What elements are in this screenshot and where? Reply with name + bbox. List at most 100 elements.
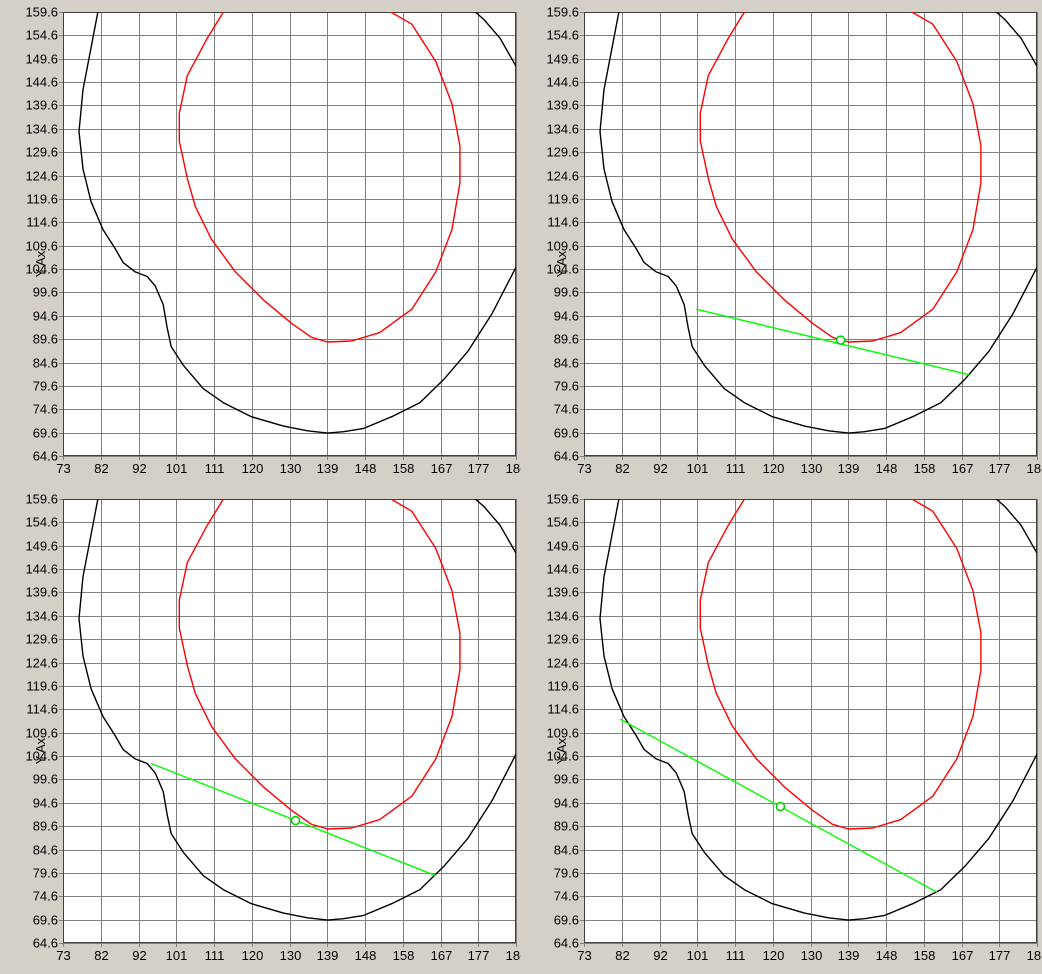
x-tick-label: 130: [280, 461, 302, 476]
y-tick-label: 134.6: [25, 609, 58, 624]
y-axis-label: Y Ax: [33, 737, 48, 764]
y-tick-label: 114.6: [547, 702, 579, 717]
y-tick-label: 69.6: [554, 426, 579, 441]
y-tick-label: 89.6: [554, 332, 579, 347]
x-tick-label: 158: [914, 948, 936, 963]
outer-right-series-line: [995, 12, 1037, 67]
x-tick-label: 139: [317, 948, 339, 963]
tangent-point-marker: [775, 801, 786, 812]
x-tick-label: 177: [989, 948, 1011, 963]
y-tick-label: 129.6: [25, 632, 58, 647]
x-tick-label: 82: [615, 948, 629, 963]
x-tick-label: 101: [166, 461, 188, 476]
y-tick-label: 134.6: [546, 609, 579, 624]
series-group: [599, 499, 1037, 921]
x-tick-label: 186: [1027, 948, 1042, 963]
y-tick-label: 124.6: [546, 656, 579, 671]
y-tick-label: 104.6: [25, 262, 58, 277]
chart-svg: 73 82 92 101 111 120 130 139 148 158 167 177 186 159.…: [546, 5, 1042, 477]
x-tick-label: 167: [952, 948, 974, 963]
y-tick-label: 94.6: [554, 796, 579, 811]
y-tick-label: 99.6: [554, 285, 579, 300]
y-tick-label: 79.6: [554, 866, 579, 881]
chart-svg: 73 82 92 101 111 120 130 139 148 158 167 177 186 159.…: [25, 492, 521, 964]
y-tick-label: 119.6: [547, 679, 579, 694]
x-tick-label: 158: [914, 461, 936, 476]
y-tick-label: 124.6: [25, 169, 58, 184]
chart-svg: 73 82 92 101 111 120 130 139 148 158 167 177 186 159.…: [546, 492, 1042, 964]
tangent-series-line: [696, 308, 969, 376]
x-tick-label: 120: [763, 461, 785, 476]
y-tick-label: 129.6: [25, 145, 58, 160]
y-tick-label: 94.6: [33, 309, 58, 324]
y-axis-label: Y Ax: [554, 250, 569, 277]
y-tick-label: 99.6: [33, 772, 58, 787]
y-tick-label: 159.6: [25, 492, 58, 507]
y-tick-label: 159.6: [546, 5, 579, 20]
x-tick-label: 92: [653, 461, 667, 476]
x-tick-label: 186: [506, 461, 521, 476]
y-tick-label: 84.6: [33, 843, 58, 858]
x-tick-label: 101: [687, 461, 709, 476]
y-tick-label: 114.6: [26, 215, 58, 230]
x-tick-label: 92: [132, 461, 146, 476]
x-tick-label: 130: [801, 948, 823, 963]
x-tick-label: 177: [468, 948, 490, 963]
chart-panel-1: 73 82 92 101 111 120 130 139 148 158 167 177 186 159.…: [0, 0, 521, 487]
y-tick-label: 79.6: [33, 866, 58, 881]
x-tick-label: 167: [431, 461, 453, 476]
tangent-point-marker: [290, 815, 301, 826]
x-tick-label: 111: [205, 948, 225, 963]
y-tick-label: 64.6: [554, 449, 579, 464]
x-tick-label: 148: [355, 461, 377, 476]
y-tick-label: 94.6: [33, 796, 58, 811]
x-tick-label: 120: [242, 461, 264, 476]
chart-panel-2: 73 82 92 101 111 120 130 139 148 158 167 177 186 159.…: [521, 0, 1042, 487]
x-tick-label: 111: [726, 948, 746, 963]
y-tick-label: 99.6: [33, 285, 58, 300]
y-tick-label: 144.6: [25, 562, 58, 577]
y-tick-label: 139.6: [546, 585, 579, 600]
y-tick-label: 119.6: [26, 192, 58, 207]
y-tick-label: 134.6: [546, 122, 579, 137]
y-tick-label: 139.6: [25, 98, 58, 113]
y-tick-label: 119.6: [547, 192, 579, 207]
y-tick-label: 89.6: [33, 819, 58, 834]
y-tick-label: 154.6: [546, 515, 579, 530]
x-tick-label: 111: [726, 461, 746, 476]
y-tick-label: 89.6: [33, 332, 58, 347]
x-tick-label: 73: [56, 461, 70, 476]
plot-border: [584, 499, 1037, 943]
y-tick-label: 89.6: [554, 819, 579, 834]
plot-area: [584, 12, 1037, 456]
y-tick-label: 69.6: [554, 913, 579, 928]
x-tick-label: 73: [56, 948, 70, 963]
chart-svg: 73 82 92 101 111 120 130 139 148 158 167 177 186 159.…: [25, 5, 521, 477]
y-tick-label: 79.6: [33, 379, 58, 394]
y-tick-label: 139.6: [25, 585, 58, 600]
y-tick-label: 149.6: [25, 539, 58, 554]
y-tick-label: 114.6: [26, 702, 58, 717]
y-tick-label: 84.6: [33, 356, 58, 371]
y-tick-label: 149.6: [546, 52, 579, 67]
y-tick-label: 84.6: [554, 843, 579, 858]
y-tick-label: 144.6: [546, 75, 579, 90]
y-tick-label: 144.6: [25, 75, 58, 90]
plot-border: [63, 12, 516, 456]
x-tick-label: 92: [653, 948, 667, 963]
outer-right-series-line: [995, 499, 1037, 554]
chart-panel-4: 73 82 92 101 111 120 130 139 148 158 167 177 186 159.…: [521, 487, 1042, 974]
y-tick-label: 124.6: [546, 169, 579, 184]
y-tick-label: 144.6: [546, 562, 579, 577]
x-tick-label: 82: [94, 948, 108, 963]
x-tick-label: 186: [1027, 461, 1042, 476]
y-tick-label: 64.6: [33, 936, 58, 951]
x-tick-label: 120: [242, 948, 264, 963]
y-tick-label: 134.6: [25, 122, 58, 137]
y-tick-label: 69.6: [33, 913, 58, 928]
y-axis-label: Y Ax: [33, 250, 48, 277]
x-tick-label: 130: [280, 948, 302, 963]
x-tick-label: 139: [838, 461, 860, 476]
plot-area: [63, 499, 516, 943]
